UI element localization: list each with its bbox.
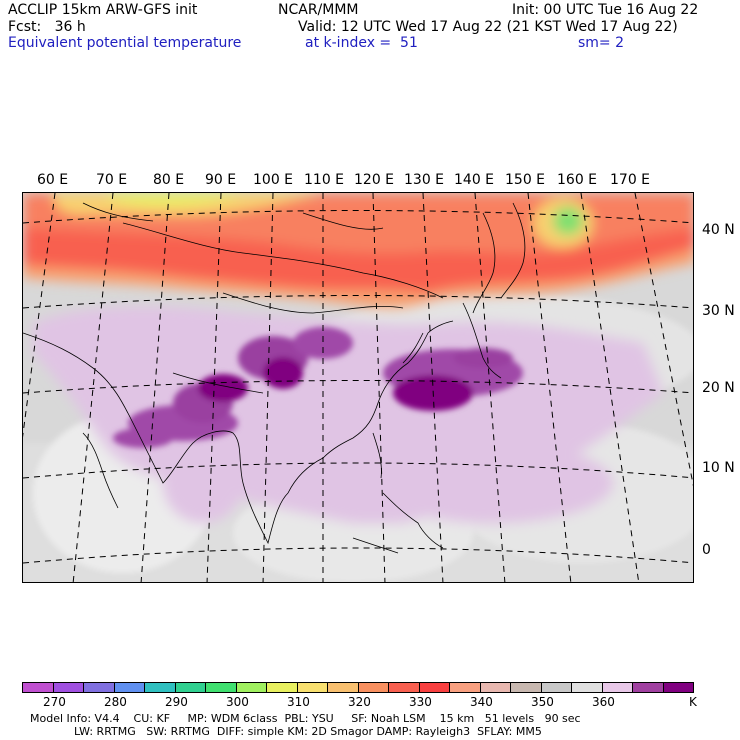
colorbar-tick: 320 xyxy=(348,695,371,709)
colorbar-segment xyxy=(572,683,603,692)
lon-label: 60 E xyxy=(37,172,69,188)
lon-label: 150 E xyxy=(505,172,546,188)
lat-line-0 xyxy=(23,547,693,564)
model-info-line2: LW: RRTMG SW: RRTMG DIFF: simple KM: 2D … xyxy=(74,725,542,738)
lon-label: 100 E xyxy=(253,172,294,188)
theta-e-field-map xyxy=(23,193,693,582)
colorbar-segment xyxy=(236,683,267,692)
warm-band xyxy=(23,193,693,308)
colorbar-segment xyxy=(145,683,176,692)
lat-label: 20 N xyxy=(702,380,735,396)
colorbar-tick: 360 xyxy=(592,695,615,709)
lon-label: 80 E xyxy=(153,172,185,188)
colorbar-tick: 270 xyxy=(43,695,66,709)
colorbar-segment xyxy=(480,683,511,692)
lon-label: 110 E xyxy=(304,172,345,188)
colorbar-segment xyxy=(206,683,237,692)
colorbar-tick: 300 xyxy=(226,695,249,709)
colorbar-segment xyxy=(389,683,420,692)
map-panel xyxy=(22,192,694,583)
smoothing: sm= 2 xyxy=(578,35,625,51)
lon-label: 70 E xyxy=(96,172,128,188)
colorbar-segment xyxy=(328,683,359,692)
init-time: Init: 00 UTC Tue 16 Aug 22 xyxy=(512,2,699,18)
forecast-hour: Fcst: 36 h xyxy=(8,19,86,35)
colorbar-segment xyxy=(602,683,633,692)
valid-time: Valid: 12 UTC Wed 17 Aug 22 (21 KST Wed … xyxy=(298,19,678,35)
colorbar-tick: 350 xyxy=(531,695,554,709)
field-name: Equivalent potential temperature xyxy=(8,35,242,51)
colorbar-segment xyxy=(114,683,145,692)
lat-line-10 xyxy=(23,462,693,479)
lat-line-20 xyxy=(23,380,693,394)
colorbar-segment xyxy=(23,683,54,692)
colorbar-segment xyxy=(297,683,328,692)
coastlines xyxy=(23,202,526,554)
colorbar-tick: 340 xyxy=(470,695,493,709)
title-org: NCAR/MMM xyxy=(278,2,359,18)
lat-label: 30 N xyxy=(702,303,735,319)
lon-line xyxy=(634,193,693,487)
colorbar-segment xyxy=(53,683,84,692)
lat-label: 0 xyxy=(702,542,711,558)
lat-label: 40 N xyxy=(702,222,735,238)
model-info-line1: Model Info: V4.4 CU: KF MP: WDM 6class P… xyxy=(30,712,581,725)
lat-line-40 xyxy=(23,210,693,224)
colorbar-segment xyxy=(419,683,450,692)
lon-label: 90 E xyxy=(205,172,237,188)
lon-label: 170 E xyxy=(610,172,651,188)
colorbar-segment xyxy=(450,683,481,692)
colorbar-segment xyxy=(84,683,115,692)
colorbar-segment xyxy=(175,683,206,692)
colorbar-segment xyxy=(358,683,389,692)
colorbar-tick: 290 xyxy=(165,695,188,709)
graticule xyxy=(23,193,693,582)
colorbar-unit: K xyxy=(689,695,697,709)
colorbar-segment xyxy=(267,683,298,692)
lat-label: 10 N xyxy=(702,460,735,476)
colorbar-tick: 310 xyxy=(287,695,310,709)
lat-line-30 xyxy=(23,295,693,309)
lon-label: 130 E xyxy=(404,172,445,188)
colorbar-segment xyxy=(541,683,572,692)
lon-label: 140 E xyxy=(454,172,495,188)
title-model: ACCLIP 15km ARW-GFS init xyxy=(8,2,198,18)
colorbar-segment xyxy=(663,683,693,692)
colorbar-tick: 330 xyxy=(409,695,432,709)
colorbar xyxy=(22,682,694,693)
lon-label: 160 E xyxy=(557,172,598,188)
colorbar-segment xyxy=(511,683,542,692)
level-index: at k-index = 51 xyxy=(305,35,418,51)
colorbar-segment xyxy=(633,683,664,692)
colorbar-tick: 280 xyxy=(104,695,127,709)
lon-label: 120 E xyxy=(354,172,395,188)
